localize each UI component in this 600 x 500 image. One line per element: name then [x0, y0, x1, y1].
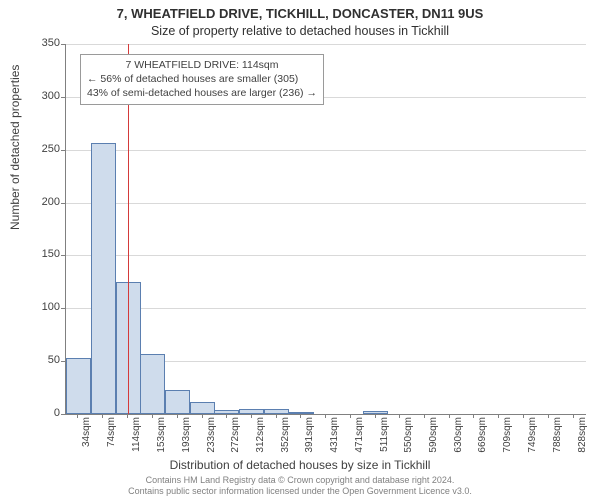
xtick-mark: [498, 414, 499, 418]
xtick-label: 630sqm: [453, 417, 464, 457]
gridline: [66, 308, 586, 309]
ytick-mark: [61, 97, 65, 98]
xtick-mark: [152, 414, 153, 418]
xtick-mark: [548, 414, 549, 418]
xtick-label: 312sqm: [255, 417, 266, 457]
bar: [239, 409, 264, 414]
bar: [140, 354, 165, 414]
x-axis-label: Distribution of detached houses by size …: [0, 458, 600, 472]
ytick-label: 200: [25, 196, 60, 208]
xtick-label: 749sqm: [527, 417, 538, 457]
gridline: [66, 44, 586, 45]
annotation-line2: ← 56% of detached houses are smaller (30…: [87, 72, 317, 86]
xtick-mark: [127, 414, 128, 418]
xtick-mark: [449, 414, 450, 418]
xtick-mark: [399, 414, 400, 418]
footer-line1: Contains HM Land Registry data © Crown c…: [0, 475, 600, 487]
xtick-label: 74sqm: [106, 417, 117, 457]
ytick-label: 50: [25, 354, 60, 366]
ytick-label: 0: [25, 407, 60, 419]
xtick-mark: [523, 414, 524, 418]
xtick-mark: [300, 414, 301, 418]
gridline: [66, 203, 586, 204]
xtick-label: 669sqm: [477, 417, 488, 457]
xtick-label: 431sqm: [329, 417, 340, 457]
xtick-mark: [276, 414, 277, 418]
xtick-label: 391sqm: [304, 417, 315, 457]
chart-container: 7, WHEATFIELD DRIVE, TICKHILL, DONCASTER…: [0, 0, 600, 500]
bar: [214, 410, 239, 414]
bar: [289, 412, 314, 414]
footer-line2: Contains public sector information licen…: [0, 486, 600, 498]
xtick-label: 590sqm: [428, 417, 439, 457]
gridline: [66, 255, 586, 256]
xtick-mark: [77, 414, 78, 418]
xtick-label: 471sqm: [354, 417, 365, 457]
gridline: [66, 150, 586, 151]
ytick-mark: [61, 150, 65, 151]
xtick-mark: [177, 414, 178, 418]
bar: [264, 409, 289, 414]
ytick-mark: [61, 308, 65, 309]
bar: [91, 143, 116, 414]
ytick-label: 350: [25, 37, 60, 49]
ytick-mark: [61, 414, 65, 415]
xtick-mark: [202, 414, 203, 418]
bar: [190, 402, 215, 414]
ytick-mark: [61, 44, 65, 45]
xtick-mark: [102, 414, 103, 418]
xtick-label: 233sqm: [206, 417, 217, 457]
xtick-mark: [573, 414, 574, 418]
ytick-label: 100: [25, 301, 60, 313]
xtick-label: 709sqm: [502, 417, 513, 457]
xtick-mark: [424, 414, 425, 418]
xtick-mark: [325, 414, 326, 418]
chart-title-secondary: Size of property relative to detached ho…: [0, 24, 600, 38]
xtick-label: 788sqm: [552, 417, 563, 457]
ytick-label: 250: [25, 143, 60, 155]
xtick-mark: [350, 414, 351, 418]
ytick-mark: [61, 255, 65, 256]
bar: [165, 390, 190, 414]
xtick-mark: [473, 414, 474, 418]
annotation-line1: 7 WHEATFIELD DRIVE: 114sqm: [87, 58, 317, 72]
ytick-mark: [61, 361, 65, 362]
xtick-label: 511sqm: [379, 417, 390, 457]
xtick-label: 34sqm: [81, 417, 92, 457]
ytick-label: 150: [25, 248, 60, 260]
y-axis-label: Number of detached properties: [8, 65, 22, 230]
annotation-box: 7 WHEATFIELD DRIVE: 114sqm ← 56% of deta…: [80, 54, 324, 105]
annotation-line3: 43% of semi-detached houses are larger (…: [87, 86, 317, 100]
xtick-label: 153sqm: [156, 417, 167, 457]
chart-title-primary: 7, WHEATFIELD DRIVE, TICKHILL, DONCASTER…: [0, 6, 600, 21]
ytick-label: 300: [25, 90, 60, 102]
xtick-label: 272sqm: [230, 417, 241, 457]
footer-attribution: Contains HM Land Registry data © Crown c…: [0, 475, 600, 498]
ytick-mark: [61, 203, 65, 204]
xtick-label: 193sqm: [181, 417, 192, 457]
bar: [66, 358, 91, 414]
xtick-label: 550sqm: [403, 417, 414, 457]
bar: [363, 411, 388, 414]
xtick-mark: [375, 414, 376, 418]
xtick-label: 114sqm: [131, 417, 142, 457]
xtick-mark: [226, 414, 227, 418]
xtick-label: 828sqm: [577, 417, 588, 457]
xtick-label: 352sqm: [280, 417, 291, 457]
xtick-mark: [251, 414, 252, 418]
